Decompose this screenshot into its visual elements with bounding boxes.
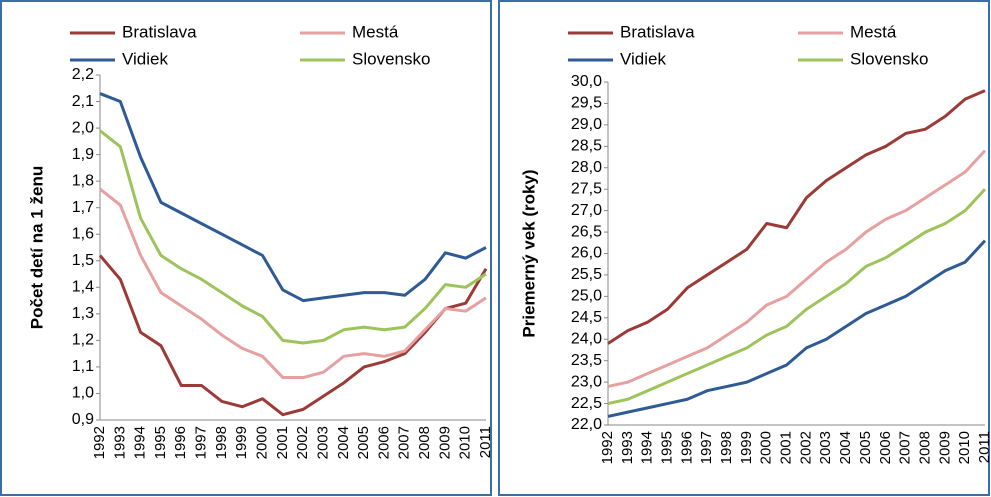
y-tick-label: 1,9 [72,146,94,163]
x-tick-label: 2011 [477,426,494,458]
x-tick-label: 2002 [294,426,311,459]
data-line [607,89,986,345]
y-tick-label: 23,5 [571,352,602,369]
x-tick-label: 1996 [172,426,189,459]
x-tick-label: 1997 [193,426,210,459]
x-tick-label: 2005 [857,431,874,464]
y-tick-label: 28,0 [571,159,602,176]
legend-label: Vidiek [620,49,666,68]
panel-border [498,0,990,496]
x-tick-label: 2009 [436,426,453,459]
legend-label: Slovensko [352,49,430,68]
x-tick-label: 2003 [817,431,834,464]
y-axis-label: Počet detí na 1 ženu [27,166,46,329]
y-tick-label: 25,5 [571,266,602,283]
y-tick-label: 2,0 [72,119,94,136]
y-tick-label: 23,0 [571,373,602,390]
x-tick-label: 2007 [396,426,413,459]
x-tick-label: 2008 [416,426,433,459]
y-tick-label: 1,3 [72,305,94,322]
x-tick-label: 1999 [738,431,755,464]
data-line [98,254,488,417]
y-tick-label: 26,0 [571,245,602,262]
x-tick-label: 1995 [658,431,675,464]
y-tick-label: 1,5 [72,252,94,269]
x-tick-label: 2011 [976,431,991,463]
x-tick-label: 1994 [132,426,149,459]
x-tick-label: 2005 [355,426,372,459]
x-tick-label: 2004 [837,431,854,464]
y-tick-label: 1,6 [72,225,94,242]
y-tick-label: 29,5 [571,95,602,112]
x-tick-label: 2000 [253,426,270,459]
x-tick-label: 1992 [599,431,616,464]
x-tick-label: 2006 [375,426,392,459]
y-tick-label: 27,0 [571,202,602,219]
y-tick-label: 27,5 [571,180,602,197]
x-tick-label: 2009 [936,431,953,464]
x-tick-label: 2008 [916,431,933,464]
x-tick-label: 2003 [314,426,331,459]
y-tick-label: 24,5 [571,309,602,326]
y-tick-label: 26,5 [571,223,602,240]
data-line [99,92,487,303]
y-tick-label: 2,1 [72,93,94,110]
legend-label: Mestá [850,22,897,41]
x-tick-label: 2010 [956,431,973,464]
y-tick-label: 0,9 [72,411,94,428]
x-tick-label: 1995 [152,426,169,459]
legend-label: Bratislava [122,22,197,41]
x-tick-label: 2004 [335,426,352,459]
y-tick-label: 1,0 [72,385,94,402]
legend-label: Vidiek [122,49,168,68]
data-line [607,188,987,406]
x-tick-label: 1998 [213,426,230,459]
x-tick-label: 1997 [698,431,715,464]
y-tick-label: 2,2 [72,66,94,83]
legend-label: Bratislava [620,22,695,41]
x-tick-label: 2000 [758,431,775,464]
x-tick-label: 1998 [718,431,735,464]
x-tick-label: 1994 [639,431,656,464]
y-tick-label: 22,0 [571,416,602,433]
y-tick-label: 1,8 [72,172,94,189]
y-tick-label: 22,5 [571,395,602,412]
panel-border [0,0,492,496]
y-axis-label: Priemerný vek (roky) [519,169,538,337]
x-tick-label: 1993 [111,426,128,459]
y-tick-label: 28,5 [571,138,602,155]
data-line [607,149,987,388]
x-tick-label: 2007 [897,431,914,464]
y-tick-label: 1,2 [72,332,94,349]
x-tick-label: 2002 [797,431,814,464]
y-tick-label: 1,1 [72,358,94,375]
y-tick-label: 24,0 [571,330,602,347]
data-line [99,187,487,380]
x-tick-label: 1992 [91,426,108,459]
x-tick-label: 2006 [877,431,894,464]
y-tick-label: 29,0 [571,116,602,133]
y-tick-label: 1,4 [72,279,94,296]
x-tick-label: 1996 [678,431,695,464]
x-tick-label: 1999 [233,426,250,459]
legend-label: Slovensko [850,49,928,68]
legend-label: Mestá [352,22,399,41]
y-tick-label: 1,7 [72,199,94,216]
x-tick-label: 1993 [619,431,636,464]
x-tick-label: 2001 [778,431,795,464]
x-tick-label: 2001 [274,426,291,459]
data-line [607,239,987,418]
x-tick-label: 2010 [457,426,474,459]
y-tick-label: 30,0 [571,73,602,90]
y-tick-label: 25,0 [571,288,602,305]
data-line [99,129,487,345]
